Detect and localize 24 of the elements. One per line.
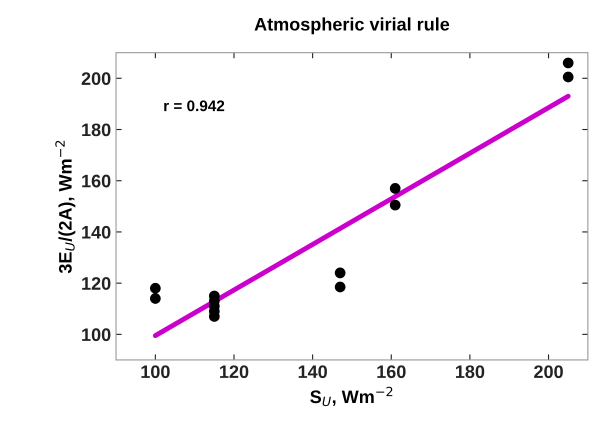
point xyxy=(562,72,574,82)
x-tick-label: 160 xyxy=(377,365,406,378)
y-tick-label: 160 xyxy=(82,174,110,188)
point xyxy=(390,200,401,210)
x-tick-label: 200 xyxy=(534,365,563,378)
y-tick-label: 140 xyxy=(82,226,110,239)
x-tick-label: 140 xyxy=(298,365,327,378)
x-tick-label: 180 xyxy=(456,365,484,378)
x-axis-title: S$_{U}$, Wm$^{−2}$ xyxy=(310,386,392,406)
chart-title: Atmospheric virial rule xyxy=(254,17,450,34)
y-tick-label: 180 xyxy=(82,123,110,136)
x-tick-label: 120 xyxy=(220,365,248,378)
point xyxy=(150,282,161,294)
point xyxy=(150,293,161,304)
y-tick-label: 100 xyxy=(82,328,110,342)
point xyxy=(334,282,346,292)
point xyxy=(562,58,574,68)
annotation: r = 0.942 xyxy=(164,100,224,112)
point xyxy=(390,183,401,194)
x-tick-label: 100 xyxy=(141,365,170,378)
point xyxy=(334,268,346,278)
y-tick-label: 120 xyxy=(82,277,110,290)
y-axis-title: 3E$_{U}$/(2A), Wm$^{−2}$ xyxy=(55,140,76,274)
y-tick-label: 200 xyxy=(82,72,110,86)
